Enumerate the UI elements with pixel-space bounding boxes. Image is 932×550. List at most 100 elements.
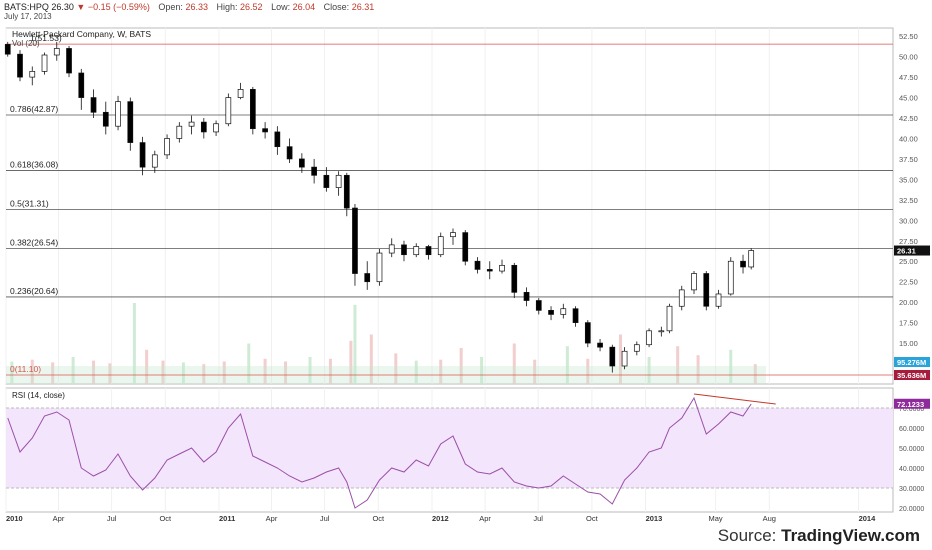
- x-tick-label: Jul: [107, 514, 117, 523]
- candle-body: [323, 174, 330, 188]
- candle-body: [286, 146, 293, 160]
- chart-title: Hewlett-Packard Company, W, BATS: [12, 29, 151, 39]
- candle-body: [102, 111, 109, 127]
- divergence-line: [693, 393, 776, 405]
- volume-bar: [696, 355, 700, 384]
- volume-bar: [533, 359, 537, 384]
- candle-body: [450, 232, 456, 238]
- candle-body: [727, 260, 734, 295]
- rsi-tick-label: 40.0000: [899, 466, 924, 473]
- volume-bar: [51, 362, 55, 384]
- candle-body: [388, 244, 395, 254]
- price-pane: [5, 27, 894, 385]
- volume-bar: [753, 364, 757, 384]
- rsi-band: [6, 408, 893, 488]
- x-tick-label: Apr: [53, 514, 65, 523]
- candle-body: [413, 246, 420, 256]
- volume-bar: [565, 346, 569, 384]
- volume-bar: [369, 334, 373, 384]
- volume-bar: [222, 361, 226, 384]
- candle-body: [401, 244, 407, 256]
- rsi-tick-label: 60.0000: [899, 426, 924, 433]
- price-tick-label: 40.00: [899, 134, 918, 143]
- candle-body: [462, 232, 469, 262]
- candle-body: [666, 305, 673, 332]
- volume-bar: [108, 363, 112, 384]
- candle-body: [17, 53, 23, 78]
- x-tick-label: May: [709, 514, 723, 523]
- candle-body: [200, 121, 207, 133]
- low-value: 26.04: [292, 2, 316, 12]
- candle-body: [335, 174, 342, 188]
- candle-body: [486, 269, 493, 272]
- x-tick-label: 2013: [646, 514, 663, 523]
- fib-label: 0.5(31.31): [10, 199, 49, 209]
- candle-body: [584, 322, 591, 344]
- rsi-tick-label: 50.0000: [899, 446, 924, 453]
- price-tick-label: 27.50: [899, 237, 918, 246]
- candle-body: [609, 346, 616, 367]
- price-tick-label: 22.50: [899, 278, 918, 287]
- candle-body: [621, 350, 628, 367]
- candle-body: [53, 48, 60, 56]
- down-arrow-icon: ▼: [76, 2, 86, 12]
- candle-body: [474, 260, 481, 270]
- x-tick-label: Oct: [159, 514, 172, 523]
- candle-body: [499, 264, 505, 272]
- volume-bar: [328, 358, 332, 384]
- candle-body: [127, 101, 134, 143]
- candle-body: [376, 252, 383, 283]
- x-tick-label: Jul: [533, 514, 543, 523]
- x-tick-label: 2010: [6, 514, 23, 523]
- candle-body: [678, 289, 685, 307]
- price-badge: 26.31: [897, 247, 916, 256]
- volume-bar: [394, 353, 398, 384]
- price-tick-label: 35.00: [899, 175, 918, 184]
- candle-body: [176, 125, 183, 139]
- x-tick-label: Oct: [586, 514, 599, 523]
- volume-badge: 95.276M: [897, 358, 926, 367]
- volume-bar: [414, 360, 418, 384]
- volume-bar: [353, 304, 357, 384]
- volume-bar: [71, 357, 75, 384]
- fib-label: 0.618(36.08): [10, 160, 58, 170]
- candle-body: [213, 123, 219, 133]
- candle-body: [740, 260, 746, 268]
- source-credit: Source: TradingView.com: [718, 526, 920, 546]
- price-tick-label: 45.00: [899, 94, 918, 103]
- candle-body: [511, 264, 518, 293]
- x-tick-label: Oct: [372, 514, 385, 523]
- candle-body: [535, 300, 542, 311]
- source-brand[interactable]: TradingView.com: [781, 526, 920, 545]
- rsi-title: RSI (14, close): [12, 391, 65, 400]
- volume-badge-bg: [894, 370, 930, 380]
- x-tick-label: 2011: [219, 514, 235, 523]
- price-tick-label: 30.00: [899, 216, 918, 225]
- candle-body: [352, 207, 358, 274]
- volume-bar: [181, 362, 185, 384]
- candle-body: [691, 273, 697, 291]
- candle-body: [748, 250, 755, 268]
- volume-bar: [480, 357, 484, 384]
- price-tick-label: 47.50: [899, 73, 918, 82]
- volume-bar: [349, 340, 353, 384]
- x-tick-label: Jul: [320, 514, 330, 523]
- low-label: Low:: [271, 2, 291, 12]
- price-tick-label: 17.50: [899, 319, 918, 328]
- volume-bar: [676, 346, 680, 384]
- volume-bar: [30, 359, 34, 384]
- rsi-tick-label: 20.0000: [899, 506, 924, 513]
- price-tick-label: 37.50: [899, 155, 918, 164]
- candle-body: [115, 101, 121, 127]
- candle-body: [560, 308, 567, 315]
- volume-bar: [439, 359, 443, 384]
- rsi-line: [7, 396, 752, 509]
- price-tick-label: 42.50: [899, 114, 918, 123]
- volume-bar: [145, 349, 149, 384]
- price-tick-label: 20.00: [899, 298, 918, 307]
- candle-body: [633, 344, 640, 352]
- x-tick-label: Aug: [763, 514, 776, 523]
- volume-bar: [161, 360, 165, 384]
- candle-body: [78, 72, 85, 98]
